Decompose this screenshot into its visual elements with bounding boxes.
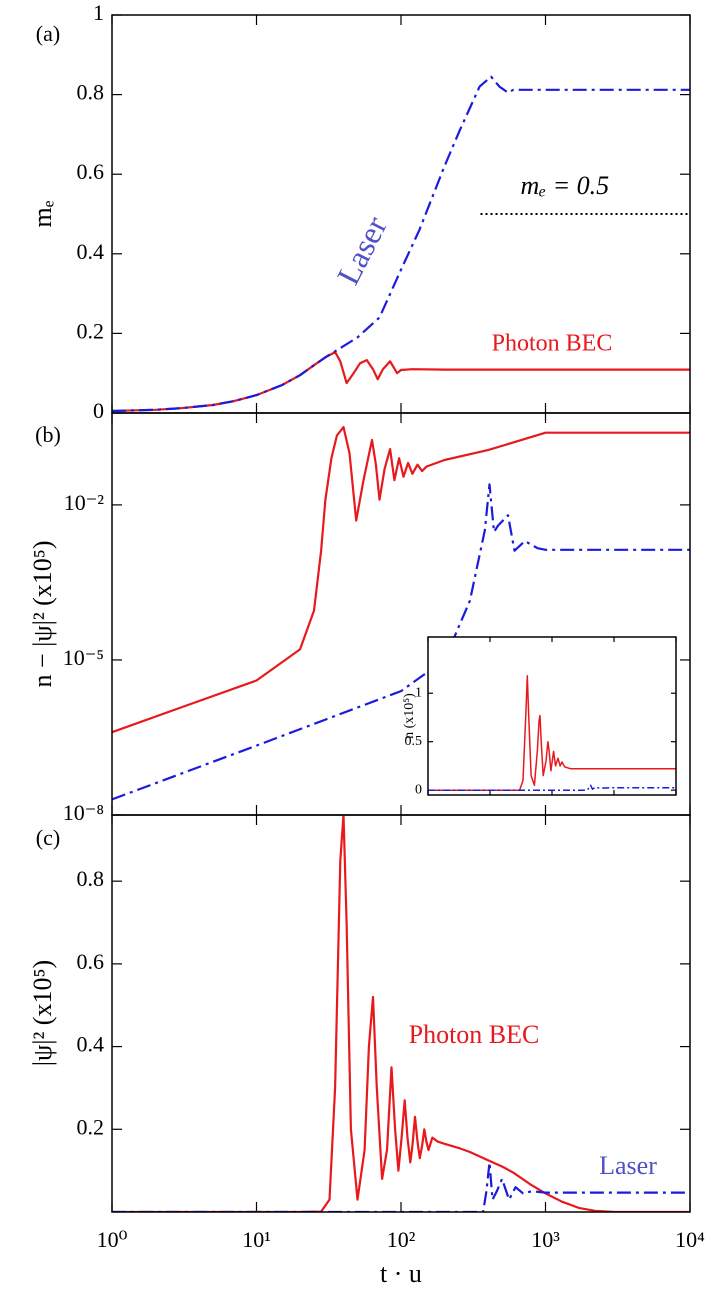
annotation: Laser [330,210,394,290]
inset-y-tick-label: 0.5 [405,734,423,749]
y-axis-label: mₑ [28,200,57,227]
series-group [112,426,690,801]
panel-label: (b) [35,422,61,447]
x-tick-label: 10¹ [242,1227,271,1252]
y-tick-label: 0.4 [77,1032,105,1057]
y-tick-label: 0 [93,398,104,423]
panel-label: (c) [36,825,60,850]
y-tick-label: 10⁻⁸ [63,800,104,825]
annotation: Photon BEC [492,331,613,357]
series-line [112,815,690,1212]
x-tick-label: 10⁰ [97,1227,128,1252]
inset-y-tick-label: 0 [415,782,422,797]
annotation: Photon BEC [409,1020,540,1049]
inset-frame [427,636,677,796]
inset-y-axis-label: n (x10⁵) [402,693,417,739]
y-tick-label: 10⁻² [64,490,105,515]
x-tick-label: 10² [387,1227,416,1252]
y-tick-label: 10⁻⁵ [63,645,104,670]
series-group [428,675,676,791]
y-tick-label: 1 [93,0,104,25]
reference-label: mₑ = 0.5 [521,171,610,200]
panel-frame [111,814,691,1213]
y-tick-label: 0.8 [77,80,105,105]
y-tick-label: 0.8 [77,866,105,891]
series-line [428,784,676,791]
series-line [112,351,690,413]
y-tick-label: 0.2 [77,318,105,343]
y-axis-label: |ψ|² (x10⁵) [28,960,57,1066]
series-group [112,815,690,1212]
series-group [112,75,690,413]
y-tick-label: 0.6 [77,159,105,184]
x-axis-label: t · u [380,1259,422,1288]
y-tick-label: 0.6 [77,949,105,974]
y-tick-label: 0.4 [77,239,105,264]
series-line [112,483,690,801]
series-line [112,75,690,413]
x-tick-label: 10³ [531,1227,560,1252]
inset-background [428,637,676,795]
annotation: Laser [599,1151,657,1180]
x-tick-label: 10⁴ [675,1227,705,1252]
y-tick-label: 0.2 [77,1114,105,1139]
inset-y-tick-label: 1 [415,685,422,700]
panel-label: (a) [36,21,60,46]
series-line [428,675,676,791]
y-axis-label: n − |ψ|² (x10⁵) [28,540,57,687]
series-line [112,426,690,734]
